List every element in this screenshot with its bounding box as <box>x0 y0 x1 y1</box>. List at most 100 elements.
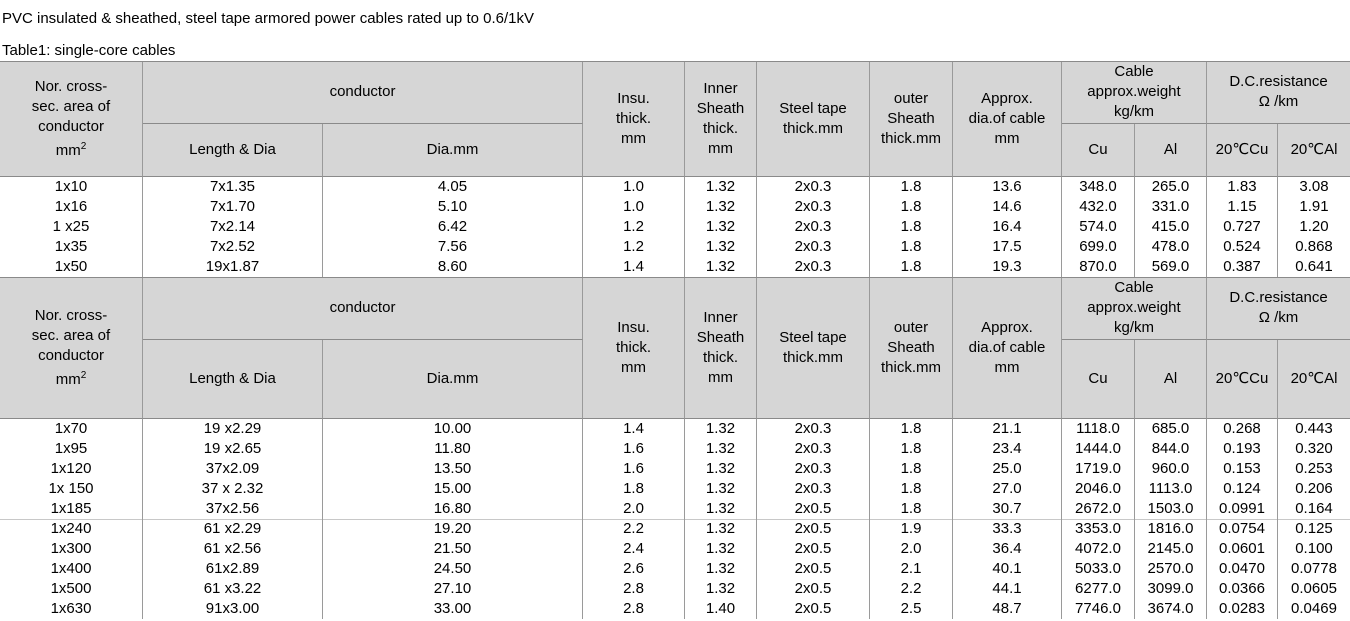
cell-text: 1.32 <box>705 460 736 477</box>
cell-text: thick.mm <box>783 119 843 137</box>
table-cell: 2.1 <box>870 559 953 579</box>
table-cell: 1.8 <box>870 479 953 499</box>
header-cell: Dia.mm <box>323 340 583 419</box>
cell-text: thick. <box>702 348 738 366</box>
table-cell: 2570.0 <box>1135 559 1207 579</box>
cell-text: 1.8 <box>900 500 922 517</box>
header-cell: Inner Sheath thick. mm <box>685 277 757 419</box>
table-cell: 1x95 <box>0 439 143 459</box>
cell-text: 1.8 <box>900 238 922 255</box>
table-cell: 40.1 <box>953 559 1062 579</box>
cell-text: 19 x2.65 <box>203 440 262 457</box>
cell-text: conductor <box>329 299 396 316</box>
cell-text: Insu. <box>617 318 650 336</box>
table-cell: 0.164 <box>1278 499 1350 519</box>
table-cell: 30.7 <box>953 499 1062 519</box>
cell-text: Cable <box>1114 279 1154 296</box>
table-cell: 1x240 <box>0 519 143 539</box>
table-cell: 1.32 <box>685 439 757 459</box>
table-cell: 478.0 <box>1135 237 1207 257</box>
cell-text: Al <box>1163 370 1178 387</box>
cell-text: 1.0 <box>623 178 644 195</box>
table-cell: 0.0283 <box>1207 599 1278 619</box>
table-cell: 6.42 <box>323 217 583 237</box>
header-cell: D.C.resistance Ω /km <box>1207 61 1350 124</box>
unit: mm <box>55 370 81 388</box>
table-cell: 1.91 <box>1278 197 1350 217</box>
table-cell: 1.15 <box>1207 197 1278 217</box>
table-cell: 1.40 <box>685 599 757 619</box>
cell-text: 0.0601 <box>1219 540 1265 557</box>
cell-text: 0.320 <box>1295 440 1333 457</box>
table-cell: 2046.0 <box>1062 479 1135 499</box>
cell-text: 1.0 <box>623 198 644 215</box>
table-cell: 7x2.14 <box>143 217 323 237</box>
table-cell: 1x50 <box>0 257 143 277</box>
table-cell: 61 x2.29 <box>143 519 323 539</box>
cell-text: Inner <box>703 308 738 326</box>
table-cell: 1.6 <box>583 439 685 459</box>
table-cell: 13.50 <box>323 459 583 479</box>
cell-text: approx.weight <box>1087 83 1181 100</box>
cell-text: 2x0.3 <box>794 440 832 457</box>
cell-text: 11.80 <box>434 440 471 457</box>
header-cell: outer Sheath thick.mm <box>870 277 953 419</box>
cell-text: 27.0 <box>992 480 1022 497</box>
cell-text: 0.153 <box>1223 460 1261 477</box>
cell-text: outer <box>893 89 929 107</box>
cell-text: 0.206 <box>1295 480 1333 497</box>
cell-text: 6277.0 <box>1075 580 1121 597</box>
cell-text: dia.of cable <box>968 338 1046 356</box>
table-cell: 2145.0 <box>1135 539 1207 559</box>
table-cell: 0.0778 <box>1278 559 1350 579</box>
table-cell: 2x0.3 <box>757 197 870 217</box>
table-cell: 1x70 <box>0 419 143 439</box>
cell-text: Inner <box>703 79 738 97</box>
cell-text: Insu. <box>617 89 650 107</box>
table-cell: 1.8 <box>870 237 953 257</box>
table-cell: 1.32 <box>685 237 757 257</box>
cell-text: 48.7 <box>992 600 1022 617</box>
cell-text: 1x50 <box>54 258 88 275</box>
table-cell: 2x0.3 <box>757 237 870 257</box>
cell-text: Steel tape <box>779 328 847 346</box>
header-cell: Steel tape thick.mm <box>757 61 870 177</box>
cell-text: thick. <box>702 119 738 137</box>
cell-text: 1.32 <box>705 218 736 235</box>
cell-text: 1x16 <box>54 198 88 215</box>
table-cell: 0.193 <box>1207 439 1278 459</box>
cell-text: kg/km <box>1113 103 1154 120</box>
header-cell: Cable approx.weight kg/km <box>1062 61 1207 124</box>
cell-text: 0.164 <box>1295 500 1333 517</box>
cell-text: 1.32 <box>705 238 736 255</box>
cell-text: 1.8 <box>900 460 922 477</box>
cell-text: 0.0469 <box>1291 600 1337 617</box>
table-cell: 1x16 <box>0 197 143 217</box>
table-cell: 16.80 <box>323 499 583 519</box>
cell-text: 265.0 <box>1151 178 1190 195</box>
table-cell: 1.32 <box>685 479 757 499</box>
cell-text: 574.0 <box>1079 218 1117 235</box>
cell-text: 25.0 <box>992 460 1022 477</box>
table-cell: 14.6 <box>953 197 1062 217</box>
cell-text: 40.1 <box>992 560 1022 577</box>
cell-text: 7x1.70 <box>209 198 256 215</box>
table-cell: 685.0 <box>1135 419 1207 439</box>
table-cell: 1.2 <box>583 217 685 237</box>
cell-text: 1x35 <box>54 238 88 255</box>
cell-text: 1.8 <box>900 480 922 497</box>
table-cell: 37 x 2.32 <box>143 479 323 499</box>
cell-text: 4.05 <box>437 178 468 195</box>
header-cell: Insu. thick. mm <box>583 61 685 177</box>
cell-text: Nor. cross- <box>34 77 108 95</box>
cell-text: 1x300 <box>50 540 92 557</box>
cell-text: 1503.0 <box>1147 500 1194 517</box>
cell-text: 6.42 <box>437 218 468 235</box>
cell-text: 21.1 <box>992 420 1022 437</box>
table-cell: 27.0 <box>953 479 1062 499</box>
table-cell: 870.0 <box>1062 257 1135 277</box>
table-cell: 1.0 <box>583 197 685 217</box>
cell-text: 1.8 <box>900 178 922 195</box>
cell-text: 1.32 <box>705 580 736 597</box>
